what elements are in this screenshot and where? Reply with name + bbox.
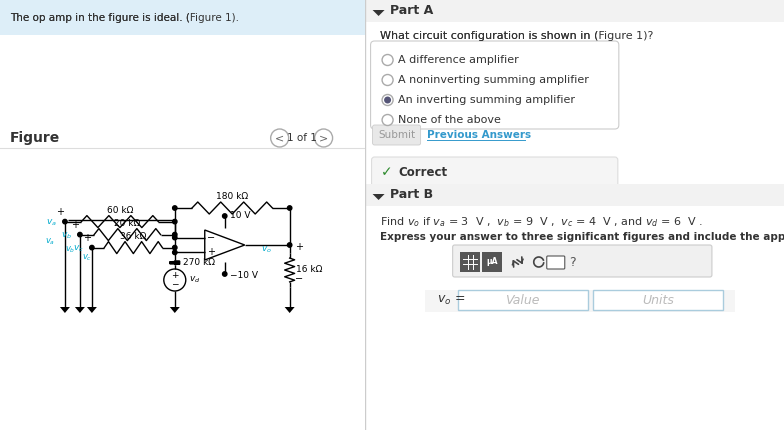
Text: 60 kΩ: 60 kΩ [107,206,133,215]
Text: Previous Answers: Previous Answers [426,130,531,140]
Text: Part A: Part A [390,4,433,18]
Circle shape [223,272,227,276]
Text: Express your answer to three significant figures and include the appropriate uni: Express your answer to three significant… [379,232,784,242]
Text: $v_b$: $v_b$ [65,244,75,255]
Text: The op amp in the figure is ideal. (Figure 1).: The op amp in the figure is ideal. (Figu… [10,13,239,23]
Text: −: − [171,280,179,289]
Circle shape [63,219,67,224]
Circle shape [172,232,177,237]
Text: +: + [56,206,64,217]
Text: None of the above: None of the above [397,115,500,125]
FancyBboxPatch shape [365,184,784,206]
Polygon shape [75,307,85,313]
FancyBboxPatch shape [371,41,619,129]
Polygon shape [372,10,385,16]
Circle shape [172,235,177,240]
Polygon shape [170,307,180,313]
Text: An inverting summing amplifier: An inverting summing amplifier [397,95,575,105]
Circle shape [384,96,391,104]
FancyBboxPatch shape [546,256,564,269]
Polygon shape [87,307,97,313]
Text: +: + [171,271,179,280]
Text: $v_a$: $v_a$ [45,237,55,247]
Circle shape [172,206,177,210]
Circle shape [382,95,393,105]
Text: Units: Units [642,294,673,307]
FancyBboxPatch shape [593,290,723,310]
Text: Find $v_o$ if $v_a$ = 3  V ,  $v_b$ = 9  V ,  $v_c$ = 4  V , and $v_d$ = 6  V .: Find $v_o$ if $v_a$ = 3 V , $v_b$ = 9 V … [379,215,702,229]
Text: A difference amplifier: A difference amplifier [397,55,518,65]
Circle shape [172,219,177,224]
Text: $v_d$: $v_d$ [189,275,200,285]
Text: 10 V: 10 V [230,211,250,219]
Text: Correct: Correct [398,166,448,178]
Text: −: − [295,274,303,284]
Polygon shape [285,307,295,313]
Text: μA: μA [486,258,497,267]
Text: 1 of 1: 1 of 1 [287,133,317,143]
Text: +: + [207,246,215,257]
Circle shape [78,232,82,237]
Circle shape [288,243,292,247]
Text: $v_b$: $v_b$ [61,230,72,241]
FancyBboxPatch shape [0,0,365,35]
Circle shape [382,114,393,126]
FancyBboxPatch shape [425,290,735,312]
Text: 20 kΩ: 20 kΩ [114,218,140,227]
Text: ?: ? [569,255,576,268]
Circle shape [172,246,177,250]
Text: Submit: Submit [378,130,416,140]
FancyBboxPatch shape [452,245,712,277]
FancyBboxPatch shape [372,125,421,145]
Circle shape [382,55,393,65]
Text: ✓: ✓ [381,165,393,179]
Text: $v_o$ =: $v_o$ = [437,293,465,307]
Text: <: < [275,133,285,143]
Text: Figure: Figure [10,131,60,145]
Text: +: + [71,220,79,230]
Text: $v_a$: $v_a$ [46,217,57,228]
Text: What circuit configuration is shown in (: What circuit configuration is shown in ( [379,31,598,41]
Text: 16 kΩ: 16 kΩ [296,265,322,274]
Polygon shape [60,307,70,313]
Text: Value: Value [506,294,540,307]
Circle shape [89,246,94,250]
Text: 180 kΩ: 180 kΩ [216,192,249,201]
Text: The op amp in the figure is ideal. (: The op amp in the figure is ideal. ( [10,13,190,23]
Text: +: + [83,233,91,243]
Polygon shape [372,194,385,200]
Circle shape [382,74,393,86]
FancyBboxPatch shape [372,157,618,187]
Text: −10 V: −10 V [230,270,258,280]
Circle shape [223,214,227,218]
Text: What circuit configuration is shown in (Figure 1)?: What circuit configuration is shown in (… [379,31,653,41]
Text: >: > [319,133,328,143]
Text: Part B: Part B [390,188,433,202]
Text: +: + [295,242,303,252]
FancyBboxPatch shape [458,290,588,310]
Text: A noninverting summing amplifier: A noninverting summing amplifier [397,75,589,85]
Text: $v_c$: $v_c$ [73,243,84,254]
FancyBboxPatch shape [459,252,480,272]
Text: 36 kΩ: 36 kΩ [120,232,147,241]
Circle shape [288,206,292,210]
Text: $v_c$: $v_c$ [82,252,92,263]
Circle shape [172,250,177,255]
FancyBboxPatch shape [365,0,784,22]
Text: $v_o$: $v_o$ [261,245,272,255]
Text: −: − [207,233,215,243]
Text: 270 kΩ: 270 kΩ [183,258,215,267]
FancyBboxPatch shape [481,252,502,272]
